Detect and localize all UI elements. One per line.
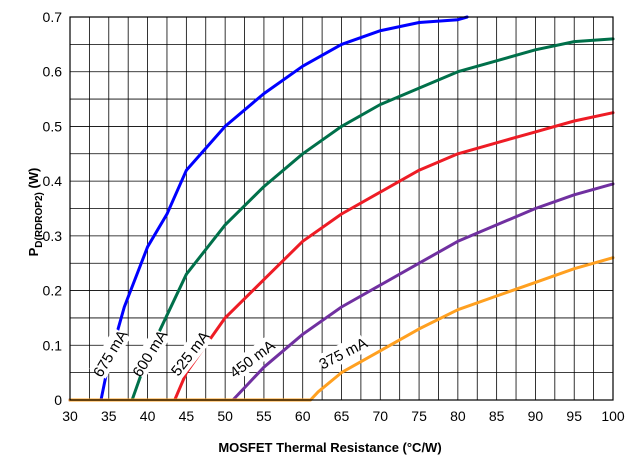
y-tick-label: 0.2 — [43, 283, 63, 299]
y-axis-title-main: P — [26, 247, 41, 256]
x-tick-label: 55 — [256, 408, 272, 424]
x-tick-label: 40 — [140, 408, 156, 424]
series-label-background — [89, 327, 131, 379]
x-tick-label: 70 — [372, 408, 388, 424]
series-line — [68, 182, 615, 402]
x-tick-label: 75 — [411, 408, 427, 424]
y-axis-title-unit: (W) — [26, 168, 41, 193]
y-tick-label: 0.5 — [43, 118, 63, 134]
y-tick-label: 0.1 — [43, 337, 63, 353]
series-label-background — [128, 327, 171, 379]
series-label-background — [317, 333, 369, 373]
x-tick-label: 35 — [101, 408, 117, 424]
x-tick-label: 60 — [295, 408, 311, 424]
x-axis-title: MOSFET Thermal Resistance (°C/W) — [218, 440, 441, 455]
x-tick-label: 85 — [489, 408, 505, 424]
x-tick-label: 50 — [217, 408, 233, 424]
y-tick-label: 0.6 — [43, 64, 63, 80]
y-axis-title-subscript: D(RDROP2) — [34, 192, 45, 248]
y-tick-label: 0.7 — [43, 9, 63, 25]
x-tick-label: 90 — [528, 408, 544, 424]
tick-labels: 30 35 40 45 50 55 60 65 70 75 80 85 90 95 100 0 0.1 0.2 0.… — [43, 9, 625, 424]
series-label-background — [167, 328, 213, 378]
series-line — [68, 37, 615, 402]
series-line — [68, 256, 615, 402]
x-tick-label: 100 — [601, 408, 625, 424]
x-tick-label: 65 — [334, 408, 350, 424]
x-tick-label: 80 — [450, 408, 466, 424]
y-axis-title: PD(RDROP2) (W) — [26, 168, 45, 257]
x-tick-label: 45 — [179, 408, 195, 424]
series-label-background — [227, 336, 277, 381]
plot-frame — [69, 16, 614, 401]
y-tick-label: 0 — [54, 392, 62, 408]
plot-area-border — [69, 16, 614, 401]
y-tick-label: 0.4 — [43, 173, 63, 189]
y-tick-label: 0.3 — [43, 228, 63, 244]
x-tick-label: 30 — [62, 408, 78, 424]
x-tick-label: 95 — [566, 408, 582, 424]
